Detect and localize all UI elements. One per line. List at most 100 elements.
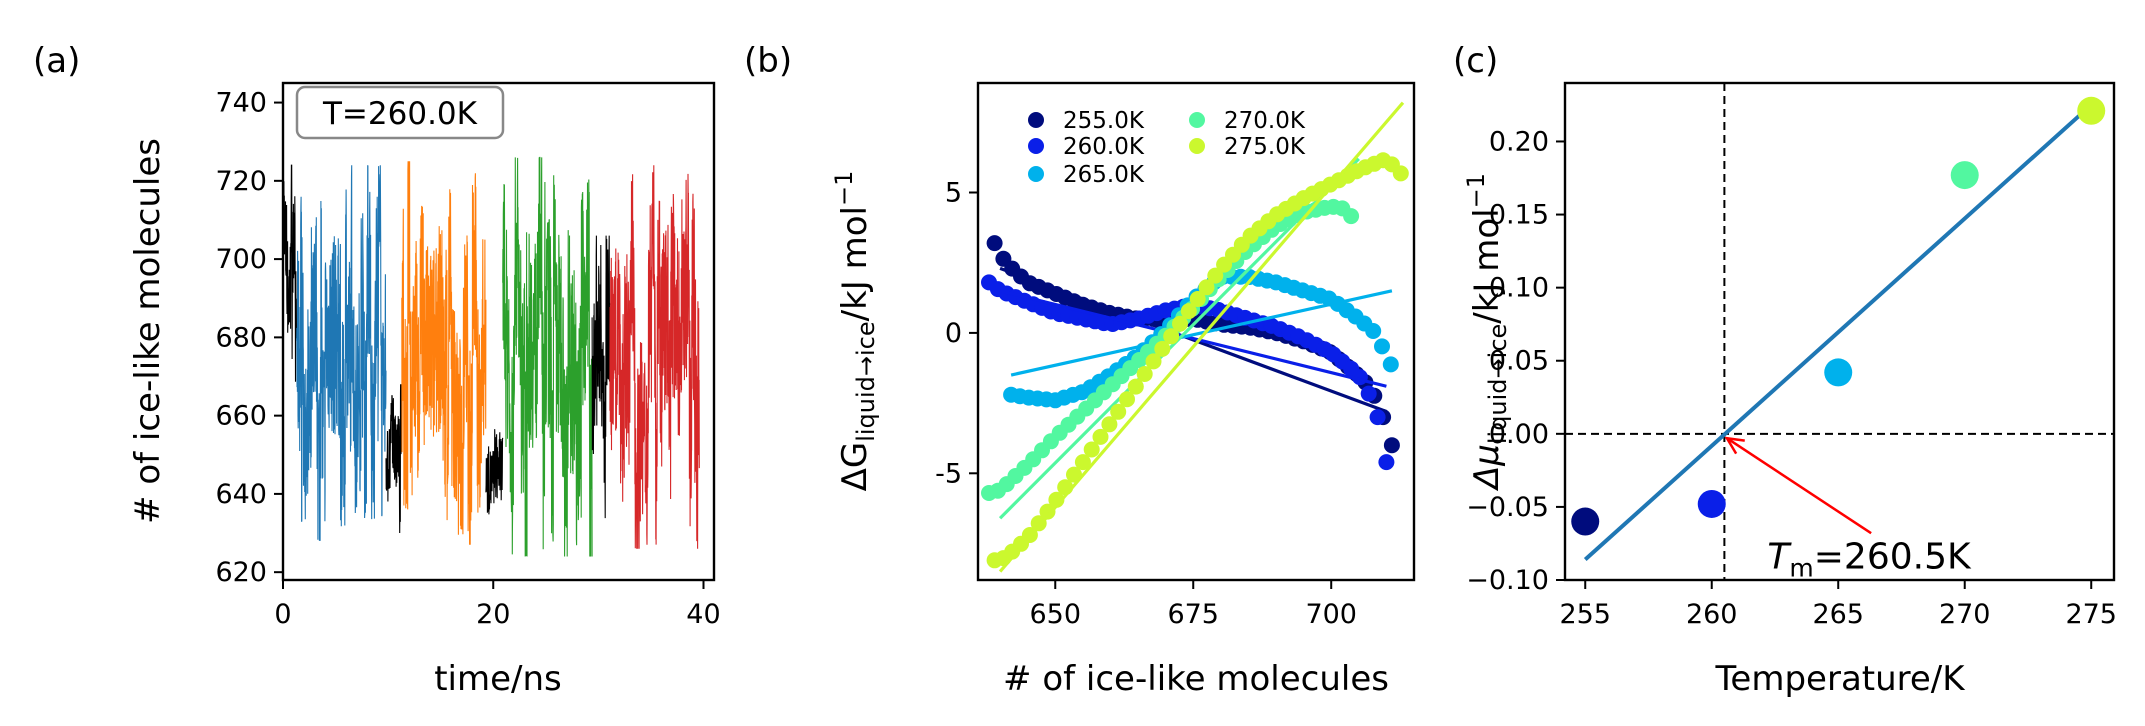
y-tick-label: 0.15 [1489,200,1549,231]
series-275.0K [986,101,1409,573]
legend-marker [1028,112,1044,128]
y-tick-label: 0.05 [1489,346,1549,377]
trace-segment-7 [609,165,700,549]
panel-c-frame [1563,81,2116,582]
legend-marker [1028,166,1044,182]
x-tick-label: 270 [1939,599,1991,630]
data-point [1382,356,1399,373]
trace-segment-3 [401,161,487,545]
x-tick-label: 700 [1305,599,1357,630]
data-point [1571,507,1600,536]
panel-a-label: (a) [33,41,80,81]
annotation-arrowhead [1724,436,1745,455]
legend-label: 260.0K [1063,134,1145,160]
fit-line [1583,103,2093,562]
legend-marker [1028,138,1044,154]
data-point [1824,358,1853,387]
data-point [1189,291,1206,307]
panel-c-ylabel-unit: /kJ mol [1467,208,1507,323]
trace-segment-1 [296,165,387,541]
panel-c-ticks: 255 260 265 270 275 −0.10 −0.05 0.00 0.05 0.10 0.1… [1466,126,2117,630]
panel-c-xlabel: Temperature/K [1714,659,1966,699]
fit-line [1010,289,1393,377]
data-point [1127,378,1144,395]
panel-b-frame [976,81,1416,582]
legend-label: 265.0K [1063,162,1145,188]
x-tick-label: 255 [1559,599,1611,630]
legend-label: 275.0K [1224,134,1306,160]
legend-marker [1189,138,1205,154]
data-point [1198,279,1215,296]
y-tick-label: 660 [215,401,267,432]
data-point [1163,328,1180,345]
panel-a-frame [281,81,716,582]
y-tick-label: 740 [215,88,267,119]
panel-b-ylabel-main: ΔG [835,442,875,492]
panel-b-label: (b) [744,41,792,81]
data-point [1083,441,1100,458]
panel-c-label: (c) [1453,41,1498,81]
legend-label: 270.0K [1224,108,1306,134]
x-tick-label: 0 [274,599,291,630]
data-point [1154,340,1171,357]
trace-segment-6 [591,235,611,519]
data-point [1145,353,1162,370]
melting-point-label: Tm=260.5K [1767,536,1972,582]
data-point [1136,366,1153,382]
panel-b-ylabel-sub: liquid→ice [852,321,880,441]
panel-c-ylabel: Δμliquid→ice/kJ mol−1 [1462,173,1512,492]
data-point [986,235,1003,252]
panel-b-plot [981,101,1409,573]
x-tick-label: 675 [1167,599,1219,630]
data-point [1950,161,1979,190]
data-point [1374,338,1390,355]
y-tick-label: 0.10 [1489,273,1549,304]
panel-c-ylabel-sub: liquid→ice [1484,324,1512,444]
y-tick-label: −0.05 [1466,492,1549,523]
panel-c-plot: Tm=260.5K [1565,83,2114,582]
trace-segment-0 [282,164,298,382]
panel-a-temperature-label: T=260.0K [322,96,478,132]
panel-c: (c) Tm=260.5K 255 260 265 270 275 −0.10 −0.05 0… [1453,41,2117,699]
y-tick-label: 620 [215,557,267,588]
data-point [1392,165,1409,182]
panel-a-traces [282,156,700,557]
y-tick-label: 0.20 [1489,126,1549,157]
data-point [1101,416,1118,433]
x-tick-label: 265 [1812,599,1864,630]
y-tick-label: 5 [945,178,962,209]
panel-b-ylabel-exp: −1 [830,171,858,206]
y-tick-label: 0.00 [1489,419,1549,450]
data-point [1180,303,1197,320]
y-tick-label: 720 [215,166,267,197]
x-tick-label: 650 [1029,599,1081,630]
panel-b-xlabel: # of ice-like molecules [1003,659,1389,699]
x-tick-label: 260 [1686,599,1738,630]
fit-line [998,101,1405,573]
data-point [2077,96,2106,125]
fit-line [999,289,1387,388]
series-260.0K [981,274,1395,471]
trace-segment-2 [385,384,403,534]
y-tick-label: 0 [945,318,962,349]
data-point [1378,454,1395,471]
data-point [1039,503,1056,520]
data-point [1110,403,1127,420]
data-point [1030,515,1047,532]
data-point [1343,208,1360,225]
data-point [1092,428,1109,445]
x-tick-label: 40 [686,599,720,630]
y-tick-label: −0.10 [1466,565,1549,596]
legend-label: 255.0K [1063,108,1145,134]
series-255.0K [986,235,1400,454]
data-point [1172,315,1188,332]
panel-b-ylabel-unit: /kJ mol [835,206,875,321]
panel-a-annotation-box: T=260.0K [295,85,505,140]
legend-marker [1189,112,1205,128]
y-tick-label: 700 [215,244,267,275]
data-point [1383,437,1400,454]
